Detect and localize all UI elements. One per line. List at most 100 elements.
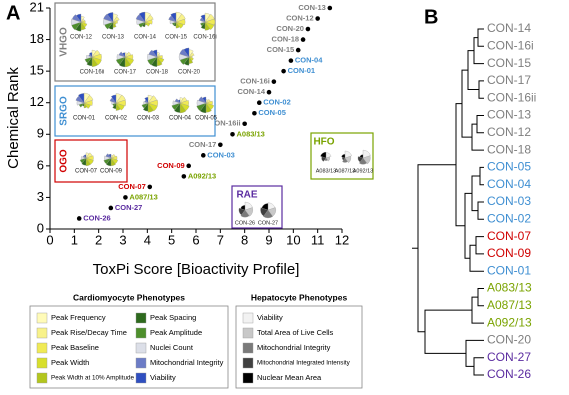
y-tick-label: 0: [37, 220, 44, 235]
toxpi-slice: [83, 102, 88, 109]
data-point: [288, 58, 294, 63]
toxpi-slice: [174, 98, 181, 104]
point-label: CON-26: [83, 213, 111, 222]
data-point: [218, 142, 223, 148]
data-point: [327, 5, 333, 11]
toxpi-slice: [89, 52, 93, 58]
toxpi-slice: [103, 13, 114, 23]
dendrogram-branch: [424, 309, 472, 354]
legend-swatch: [135, 342, 147, 354]
legend-swatch: [135, 357, 147, 369]
leaf-label: CON-04: [487, 177, 531, 191]
data-point: [305, 26, 311, 32]
y-tick-label: 15: [30, 63, 44, 78]
toxpi-slice: [177, 99, 181, 104]
data-point: [256, 100, 262, 106]
toxpi-slice: [148, 49, 158, 58]
legend-swatch: [36, 357, 48, 369]
leaf-label: CON-12: [487, 125, 531, 139]
legend-title: Hepatocyte Phenotypes: [251, 292, 348, 302]
dendrogram-branch: [455, 103, 465, 227]
glyph-label: CON-13: [102, 35, 125, 41]
y-tick-label: 6: [37, 157, 44, 172]
glyph-label: CON-27: [258, 220, 278, 226]
toxpi-glyph: [196, 96, 215, 114]
toxpi-slice: [115, 102, 125, 111]
glyph-label: CON-12: [70, 35, 93, 41]
leaf-label: CON-20: [487, 333, 531, 347]
dendrogram-branch: [461, 69, 472, 138]
toxpi-slice: [204, 21, 215, 30]
group-name: VHGO: [59, 27, 70, 57]
legend-title: Cardiomyocyte Phenotypes: [73, 292, 185, 302]
leaf-label: CON-09: [487, 246, 531, 260]
point-label: CON-05: [258, 108, 286, 117]
x-tick-label: 3: [119, 232, 126, 247]
legend-label: Viability: [150, 373, 176, 382]
toxpi-slice: [202, 96, 207, 104]
data-point: [242, 121, 247, 127]
data-point: [108, 205, 114, 211]
toxpi-slice: [362, 155, 371, 165]
toxpi-slice: [83, 102, 91, 109]
legend-label: Peak Width: [51, 358, 89, 367]
point-label: A083/13: [237, 129, 265, 138]
toxpi-slice: [79, 157, 87, 164]
toxpi-glyph: [357, 149, 371, 165]
toxpi-slice: [83, 92, 91, 104]
glyph-label: CON-14: [134, 35, 157, 41]
toxpi-slice: [111, 94, 117, 104]
glyph-label: CON-04: [169, 116, 192, 122]
data-point: [252, 110, 257, 116]
glyph-label: CON-26: [235, 220, 255, 226]
legend-swatch: [242, 342, 254, 354]
toxpi-glyph: [178, 47, 195, 66]
legend-swatch: [135, 327, 147, 339]
toxpi-slice: [112, 16, 120, 23]
toxpi-slice: [147, 53, 158, 61]
toxpi-slice: [175, 18, 186, 26]
toxpi-slice: [172, 100, 181, 106]
leaf-label: CON-14: [487, 21, 531, 35]
x-axis-title: ToxPi Score [Bioactivity Profile]: [93, 261, 300, 278]
dendrogram-branch: [473, 357, 484, 376]
x-tick-label: 9: [265, 232, 272, 247]
point-label: CON-01: [288, 66, 316, 75]
toxpi-slice: [144, 19, 153, 25]
toxpi-slice: [78, 93, 85, 104]
point-label: CON-02: [263, 98, 291, 107]
leaf-label: CON-05: [487, 160, 531, 174]
point-label: CON-04: [295, 56, 323, 65]
toxpi-slice: [107, 12, 114, 23]
y-tick-label: 21: [30, 0, 44, 14]
point-label: CON-03: [207, 150, 235, 159]
dendrogram-branch: [477, 201, 484, 220]
point-label: CON-15: [267, 45, 295, 54]
toxpi-glyph: [320, 151, 332, 162]
x-tick-label: 4: [144, 232, 151, 247]
toxpi-glyph: [70, 13, 88, 32]
toxpi-glyph: [147, 49, 165, 67]
panel-label: B: [424, 6, 438, 28]
toxpi-slice: [147, 102, 158, 112]
legend-box: [235, 305, 363, 389]
y-axis-title: Chemical Rank: [5, 67, 22, 169]
group-name: HFO: [313, 137, 334, 148]
legend-label: Peak Baseline: [51, 343, 99, 352]
toxpi-glyph: [199, 12, 216, 31]
toxpi-slice: [91, 56, 102, 66]
legend-swatch: [242, 357, 254, 369]
leaf-label: CON-07: [487, 229, 531, 243]
leaf-label: CON-27: [487, 350, 531, 364]
x-tick-label: 10: [286, 232, 300, 247]
data-point: [300, 37, 306, 42]
toxpi-slice: [152, 49, 158, 58]
leaf-label: CON-02: [487, 211, 531, 225]
toxpi-slice: [198, 96, 207, 104]
data-point: [271, 79, 277, 84]
glyph-label: CON-20: [178, 70, 201, 76]
glyph-label: A092/13: [353, 168, 374, 174]
toxpi-slice: [84, 56, 93, 64]
